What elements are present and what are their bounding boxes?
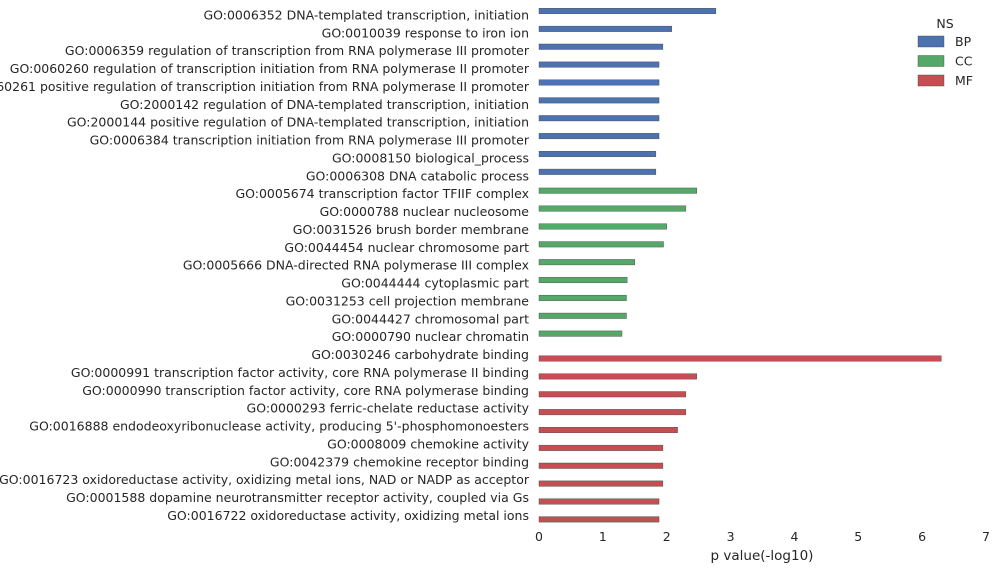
bar-bp (538, 115, 660, 122)
category-label: GO:0031253 cell projection membrane (286, 293, 530, 308)
category-label: GO:0005666 DNA-directed RNA polymerase I… (183, 258, 529, 273)
bar-bp (538, 79, 660, 86)
legend-label: CC (955, 54, 973, 69)
bar-bp (538, 43, 664, 50)
category-labels: GO:0006352 DNA-templated transcription, … (0, 8, 530, 523)
category-label: GO:0005674 transcription factor TFIIF co… (235, 186, 529, 201)
legend-label: MF (955, 73, 973, 88)
category-label: GO:0044427 chromosomal part (332, 311, 529, 326)
x-axis-label: p value(-log10) (711, 548, 814, 564)
x-tick-label: 3 (727, 529, 735, 544)
category-label: GO:0006384 transcription initiation from… (90, 133, 530, 148)
category-label: GO:0016723 oxidoreductase activity, oxid… (0, 472, 530, 487)
legend-title: NS (936, 16, 953, 31)
category-label: GO:0000990 transcription factor activity… (82, 383, 529, 398)
legend-swatch (917, 55, 945, 67)
bar-mf (538, 444, 664, 451)
category-label: GO:0000991 transcription factor activity… (71, 365, 529, 380)
bar-bp (538, 97, 660, 104)
bar-cc (538, 312, 627, 319)
category-label: GO:2000144 positive regulation of DNA-te… (67, 115, 529, 130)
category-label: GO:0044444 cytoplasmic part (341, 276, 529, 291)
bar-cc (538, 277, 628, 283)
category-label: GO:0006308 DNA catabolic process (306, 168, 529, 183)
bar-mf (538, 480, 664, 487)
category-label: GO:0016888 endodeoxyribonuclease activit… (29, 419, 529, 434)
x-tick-label: 1 (599, 529, 607, 544)
legend-swatch (917, 74, 945, 87)
x-tick-label: 4 (790, 529, 798, 544)
bar-mf (538, 516, 660, 523)
bar-cc (538, 187, 697, 194)
category-label: GO:0000790 nuclear chromatin (332, 329, 529, 344)
bar-mf (538, 355, 942, 362)
bar-bp (538, 168, 657, 175)
category-label: GO:0006359 regulation of transcription f… (65, 43, 530, 58)
category-label: GO:0000293 ferric-chelate reductase acti… (247, 401, 530, 416)
category-label: GO:0016722 oxidoreductase activity, oxid… (167, 508, 529, 523)
category-label: GO:0044454 nuclear chromosome part (284, 240, 529, 255)
legend-swatch (917, 35, 945, 48)
category-label: GO:0042379 chemokine receptor binding (270, 454, 529, 469)
bar-bp (538, 151, 657, 157)
x-tick-label: 2 (663, 529, 671, 544)
bar-cc (538, 330, 623, 337)
category-label: GO:0010039 response to iron ion (322, 25, 529, 40)
bar-mf (538, 462, 664, 469)
legend: NS BP CC MF (917, 16, 973, 88)
category-label: GO:0060261 positive regulation of transc… (0, 79, 530, 94)
legend-entries: BP CC MF (917, 34, 973, 88)
bar-bp (538, 8, 717, 14)
bar-bp (538, 61, 660, 68)
bar-series (538, 8, 942, 523)
category-label: GO:0030246 carbohydrate binding (311, 347, 529, 362)
category-label: GO:0008150 biological_process (332, 150, 529, 165)
category-label: GO:0031526 brush border membrane (293, 222, 530, 237)
category-label: GO:2000142 regulation of DNA-templated t… (120, 97, 529, 112)
bar-bp (538, 25, 673, 32)
x-axis-ticks: 0 1 2 3 4 5 6 7 (535, 529, 990, 544)
bar-cc (538, 205, 687, 212)
bar-cc (538, 294, 627, 301)
bar-mf (538, 409, 687, 416)
bar-mf (538, 373, 697, 380)
category-label: GO:0008009 chemokine activity (327, 436, 529, 451)
category-label: GO:0000788 nuclear nucleosome (320, 204, 530, 219)
category-label: GO:0001588 dopamine neurotransmitter rec… (66, 490, 529, 505)
bar-mf (538, 498, 660, 505)
legend-label: BP (955, 34, 972, 49)
bar-cc (538, 223, 667, 230)
x-tick-label: 6 (918, 529, 926, 544)
x-tick-label: 5 (854, 529, 862, 544)
bar-bp (538, 133, 660, 140)
bar-cc (538, 241, 664, 248)
x-tick-label: 0 (535, 529, 543, 544)
x-tick-label: 7 (982, 529, 990, 544)
category-label: GO:0006352 DNA-templated transcription, … (203, 8, 529, 23)
category-label: GO:0060260 regulation of transcription i… (10, 61, 530, 76)
bar-mf (538, 427, 678, 433)
bar-mf (538, 391, 687, 398)
bar-cc (538, 259, 635, 266)
